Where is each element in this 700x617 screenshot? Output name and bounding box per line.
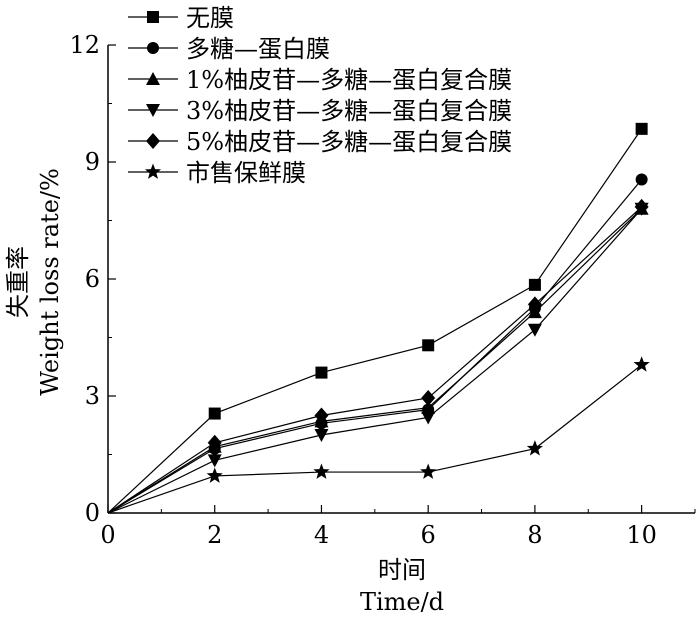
data-point-square (422, 339, 435, 352)
legend-marker-square (147, 11, 159, 23)
series-line-square (107, 128, 643, 514)
legend-marker-triangle-down (146, 104, 160, 117)
series-line-circle (107, 179, 643, 514)
y-tick-label: 6 (85, 265, 100, 293)
legend-label: 多糖—蛋白膜 (186, 35, 330, 63)
y-tick-label: 3 (85, 382, 100, 410)
axes: 0 2 4 6 8 10 0 3 6 9 12 (69, 31, 696, 549)
legend-item: 1%柚皮苷—多糖—蛋白复合膜 (128, 66, 512, 94)
series-line-triangle-down (107, 208, 643, 514)
data-point-triangle-down (527, 323, 542, 337)
data-point-star (526, 440, 543, 456)
y-axis-title-english: Weight loss rate/% (36, 168, 64, 396)
x-tick-label: 2 (207, 521, 222, 549)
data-point-diamond (634, 198, 649, 215)
legend-label: 5%柚皮苷—多糖—蛋白复合膜 (186, 128, 512, 156)
data-point-triangle-down (421, 411, 436, 425)
x-tick-label: 10 (626, 521, 657, 549)
series-triangle-up (107, 201, 649, 514)
data-point-star (313, 463, 330, 479)
legend-label: 1%柚皮苷—多糖—蛋白复合膜 (186, 66, 512, 94)
series-diamond (107, 198, 649, 514)
series-layer (107, 122, 650, 514)
y-axis-title-chinese: 失重率 (4, 246, 32, 318)
series-line-star (107, 364, 643, 514)
series-line-diamond (107, 206, 643, 514)
legend-item: 5%柚皮苷—多糖—蛋白复合膜 (128, 128, 512, 156)
data-point-circle (635, 173, 648, 186)
data-point-square (208, 407, 221, 420)
data-point-triangle-down (207, 454, 222, 468)
data-point-diamond (207, 434, 222, 451)
data-point-triangle-down (314, 429, 329, 442)
legend-item: 3%柚皮苷—多糖—蛋白复合膜 (128, 97, 512, 125)
x-tick-label: 8 (527, 521, 542, 549)
legend-label: 市售保鲜膜 (186, 159, 306, 187)
x-tick-label: 4 (314, 521, 329, 549)
data-point-square (635, 122, 648, 135)
x-tick-label: 0 (100, 521, 115, 549)
series-star (107, 356, 650, 514)
legend-item: 无膜 (128, 4, 234, 32)
legend-item: 市售保鲜膜 (128, 159, 306, 187)
y-tick-label: 9 (85, 148, 100, 176)
data-point-triangle-up (421, 400, 436, 414)
data-point-square (528, 278, 541, 291)
series-square (107, 122, 648, 514)
x-axis-title-english: Time/d (360, 588, 444, 616)
x-axis-title-chinese: 时间 (378, 556, 426, 584)
data-point-diamond (314, 407, 329, 424)
data-point-square (315, 366, 328, 379)
y-tick-label: 12 (69, 31, 100, 59)
legend-marker-star (144, 163, 162, 179)
legend-label: 无膜 (186, 4, 234, 32)
data-point-star (420, 463, 437, 479)
data-point-diamond (527, 296, 542, 313)
data-point-star (633, 356, 650, 372)
data-point-star (206, 467, 223, 483)
legend-item: 多糖—蛋白膜 (128, 35, 330, 63)
x-tick-label: 6 (421, 521, 436, 549)
legend-marker-triangle-up (146, 72, 160, 85)
legend-label: 3%柚皮苷—多糖—蛋白复合膜 (186, 97, 512, 125)
legend-marker-circle (147, 42, 159, 54)
legend-marker-diamond (146, 133, 160, 149)
y-tick-label: 0 (85, 499, 100, 527)
series-line-triangle-up (107, 208, 643, 514)
data-point-diamond (421, 389, 436, 406)
